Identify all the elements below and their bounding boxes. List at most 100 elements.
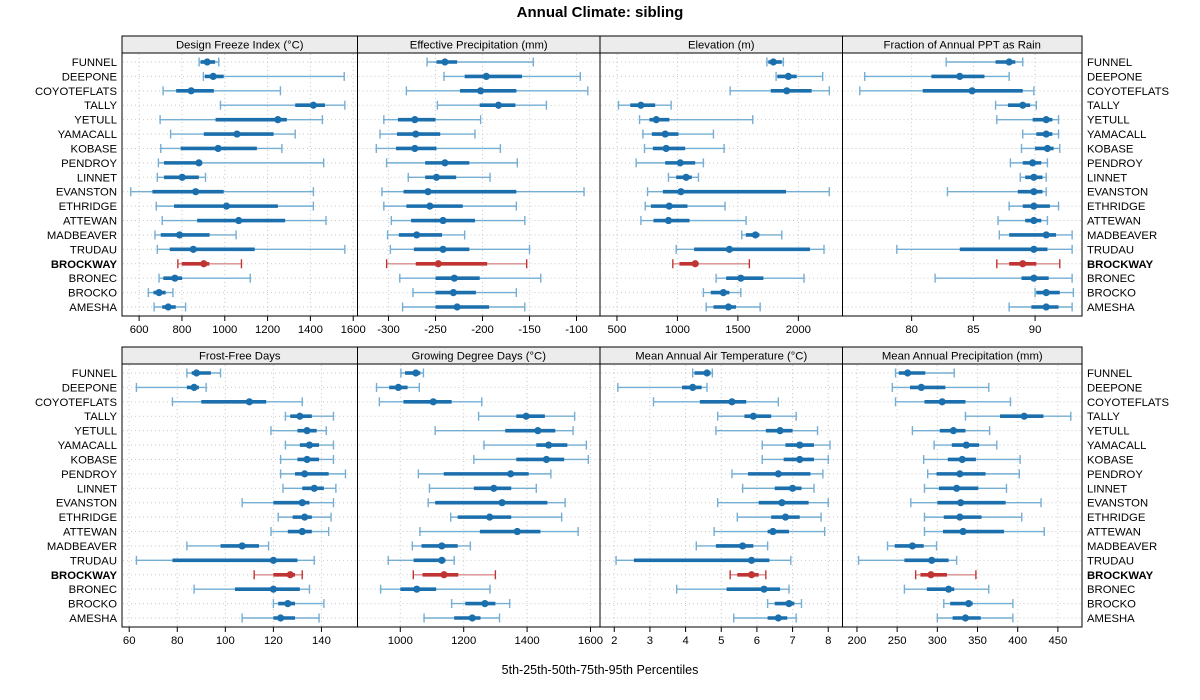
station-label-right: FUNNEL [1087, 368, 1132, 380]
median-point [676, 159, 684, 167]
percentile-glyph [1008, 201, 1060, 211]
percentile-glyph [284, 411, 335, 421]
percentile-glyph [1008, 302, 1073, 312]
percentile-glyph [923, 512, 1023, 522]
median-point [438, 556, 446, 564]
median-point [481, 599, 489, 608]
percentile-glyph [202, 71, 345, 81]
median-point [507, 470, 515, 478]
median-point [434, 260, 442, 268]
percentile-glyph [1019, 172, 1047, 182]
percentile-glyph [926, 469, 1021, 479]
percentile-glyph [943, 599, 1014, 609]
station-label-left: ETHRIDGE [59, 512, 118, 524]
percentile-glyph [640, 216, 747, 226]
median-point [468, 614, 476, 622]
percentile-glyph [617, 100, 672, 110]
median-point [412, 130, 420, 138]
percentile-glyph [766, 599, 803, 609]
median-point [411, 144, 419, 153]
median-point [783, 87, 791, 95]
axis-tick-label: 1600 [341, 324, 366, 336]
percentile-glyph [483, 440, 588, 450]
percentile-glyph [741, 483, 815, 493]
percentile-glyph [162, 86, 282, 96]
median-point [245, 398, 253, 406]
median-point [953, 484, 961, 492]
median-point [235, 216, 243, 225]
panel-title: Growing Degree Days (°C) [412, 351, 547, 363]
axis-tick-label: 2 [611, 635, 617, 647]
median-point [424, 188, 432, 196]
percentile-glyph [642, 129, 715, 139]
axis-tick-label: 5 [718, 635, 724, 647]
median-point [269, 585, 277, 593]
median-point [1029, 159, 1037, 167]
percentile-glyph [643, 143, 725, 153]
axis-tick-label: 2000 [786, 324, 811, 336]
percentile-glyph [672, 259, 751, 269]
station-label-left: YAMACALL [58, 440, 117, 452]
median-point [189, 245, 197, 253]
station-label-left: MADBEAVER [47, 230, 117, 242]
axis-tick-label: 1400 [515, 635, 540, 647]
median-point [747, 571, 756, 579]
median-point [1005, 58, 1013, 66]
station-label-left: BRONEC [69, 273, 117, 285]
median-point [682, 173, 690, 181]
median-point [238, 542, 246, 550]
median-point [534, 427, 542, 435]
median-point [703, 369, 711, 377]
panel: Growing Degree Days (°C) 1000 1200 1400 1600 [357, 346, 603, 647]
station-label-right: MADBEAVER [1087, 541, 1157, 553]
percentile-glyph [160, 143, 283, 153]
percentile-glyph [716, 498, 829, 508]
percentile-glyph [153, 302, 187, 312]
percentile-glyph [933, 440, 998, 450]
axis-tick-label: 1200 [451, 635, 476, 647]
median-point [429, 398, 437, 406]
median-point [784, 72, 792, 81]
median-point [192, 369, 201, 377]
median-point [796, 441, 804, 449]
station-label-left: ETHRIDGE [59, 201, 118, 213]
median-point [724, 303, 733, 311]
percentile-glyph [412, 570, 497, 580]
percentile-glyph [186, 541, 270, 551]
percentile-glyph [910, 498, 1042, 508]
percentile-glyph [617, 382, 708, 392]
station-label-left: TRUDAU [70, 244, 117, 256]
median-point [490, 484, 498, 492]
median-point [1019, 101, 1027, 109]
percentile-glyph [675, 584, 790, 594]
station-label-right: ETHRIDGE [1087, 512, 1146, 524]
percentile-glyph [1034, 288, 1075, 298]
percentile-glyph [383, 115, 482, 125]
median-point [1030, 245, 1038, 253]
panel-title: Fraction of Annual PPT as Rain [884, 40, 1041, 52]
percentile-glyph [923, 483, 1008, 493]
station-label-right: MADBEAVER [1087, 230, 1157, 242]
median-point [298, 527, 306, 536]
median-point [522, 412, 530, 420]
percentile-glyph [761, 454, 829, 464]
station-label-left: YETULL [74, 115, 117, 127]
panel-body [121, 363, 358, 628]
percentile-glyph [729, 86, 831, 96]
median-point [482, 72, 490, 81]
median-point [222, 202, 231, 210]
percentile-glyph [891, 382, 990, 392]
median-point [155, 288, 163, 297]
median-point [781, 513, 790, 521]
median-point [438, 542, 446, 550]
percentile-glyph [426, 57, 534, 67]
median-point [796, 455, 804, 464]
median-point [769, 527, 777, 536]
percentile-glyph [156, 244, 346, 254]
axis-tick-label: 600 [130, 324, 149, 336]
median-point [296, 412, 304, 420]
median-point [286, 571, 294, 579]
percentile-glyph [644, 201, 726, 211]
percentile-glyph [436, 100, 548, 110]
